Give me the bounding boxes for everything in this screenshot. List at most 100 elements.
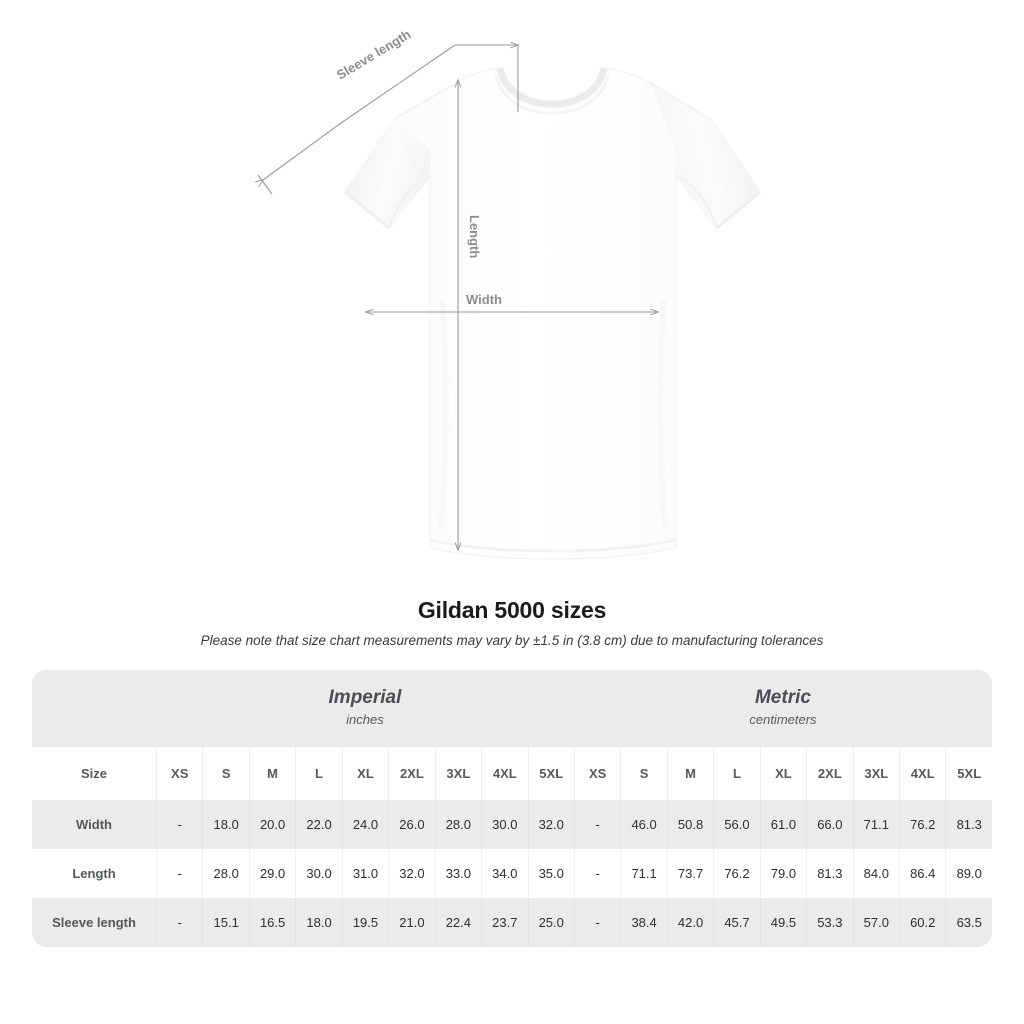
measurement-cell: 25.0 <box>527 898 574 947</box>
measurement-cell: 56.0 <box>713 800 760 849</box>
measurement-cell: 79.0 <box>759 849 807 898</box>
size-column-header: L <box>295 747 342 800</box>
measurement-cell: 18.0 <box>295 898 342 947</box>
tshirt-bottom-hem <box>429 538 677 553</box>
measurement-cell: 42.0 <box>666 898 714 947</box>
measurement-cell: 57.0 <box>852 898 899 947</box>
size-header-label: Size <box>32 747 156 800</box>
size-chart-head: Imperial inches Metric centimeters Size XS S… <box>32 670 992 800</box>
tshirt-right-armhole <box>675 175 718 229</box>
measurement-row-label: Width <box>32 800 156 849</box>
system-unit: centimeters <box>749 712 817 727</box>
table-row: Width -18.0 20.0 22.0 24.0 26.0 28.0 30.0 32.0-4… <box>32 800 992 849</box>
tshirt-right-sleeve <box>650 83 760 228</box>
measurement-cell: 45.7 <box>713 898 760 947</box>
system-row-corner <box>32 670 156 747</box>
measurement-cell: 23.7 <box>481 898 528 947</box>
measurement-cell: 53.3 <box>806 898 853 947</box>
measurement-row-label: Sleeve length <box>32 898 156 947</box>
system-name: Imperial <box>328 687 402 708</box>
measurement-cell: 50.8 <box>666 800 714 849</box>
measurement-cell: - <box>156 800 203 849</box>
measurement-cell: 18.0 <box>202 800 249 849</box>
measurement-cell: 71.1 <box>620 849 667 898</box>
system-header-metric: Metric centimeters <box>573 670 992 747</box>
size-column-header: 4XL <box>899 747 946 800</box>
measurement-cell: 46.0 <box>620 800 667 849</box>
measurement-cell: 26.0 <box>388 800 435 849</box>
measurement-cell: 76.2 <box>899 800 946 849</box>
table-row: Length -28.0 29.0 30.0 31.0 32.0 33.0 34.0 35.0-… <box>32 849 992 898</box>
size-column-header: 5XL <box>527 747 574 800</box>
measurement-cell: 66.0 <box>806 800 853 849</box>
length-label: Length <box>467 215 482 258</box>
measurement-cell: 32.0 <box>388 849 435 898</box>
tshirt-left-armhole <box>388 175 431 229</box>
measurement-cell: 21.0 <box>388 898 435 947</box>
measurement-cell: 81.3 <box>806 849 853 898</box>
measurement-cell: 63.5 <box>945 898 992 947</box>
measurement-cell: 60.2 <box>899 898 946 947</box>
measurement-cell: 30.0 <box>481 800 528 849</box>
tshirt-garment-shape <box>344 67 761 560</box>
measurement-cell: 76.2 <box>713 849 760 898</box>
tshirt-collar <box>496 67 608 108</box>
measurement-cell: 71.1 <box>852 800 899 849</box>
size-column-header: XL <box>759 747 807 800</box>
tshirt-left-shoulder-seam <box>393 81 459 120</box>
measurement-cell: 28.0 <box>202 849 249 898</box>
width-label: Width <box>466 292 502 307</box>
size-chart-body: Width -18.0 20.0 22.0 24.0 26.0 28.0 30.0 32.0-4… <box>32 800 992 947</box>
measurement-system-row: Imperial inches Metric centimeters <box>32 670 992 747</box>
measurement-cell: 35.0 <box>527 849 574 898</box>
size-column-header: M <box>666 747 714 800</box>
measurement-cell: 22.0 <box>295 800 342 849</box>
tshirt-fold-left <box>438 299 449 531</box>
measurement-cell: 61.0 <box>759 800 807 849</box>
measurement-cell: 84.0 <box>852 849 899 898</box>
size-column-header: S <box>620 747 667 800</box>
measurement-cell: - <box>573 849 621 898</box>
tshirt-left-sleeve <box>345 119 430 228</box>
measurement-cell: 32.0 <box>527 800 574 849</box>
size-column-header: 5XL <box>945 747 992 800</box>
title-block: Gildan 5000 sizes Please note that size … <box>0 595 1024 649</box>
sleeve-length-label: Sleeve length <box>334 27 414 83</box>
table-row: Sleeve length -15.1 16.5 18.0 19.5 21.0 22.4 23… <box>32 898 992 947</box>
tshirt-measurement-diagram: Sleeve length Length Width <box>255 27 761 560</box>
measurement-cell: - <box>156 898 203 947</box>
system-name: Metric <box>754 687 811 708</box>
measurement-cell: 31.0 <box>341 849 389 898</box>
measurement-annotations <box>255 41 660 552</box>
size-column-header: M <box>248 747 296 800</box>
measurement-cell: 19.5 <box>341 898 389 947</box>
size-column-header: XL <box>341 747 389 800</box>
measurement-cell: 34.0 <box>481 849 528 898</box>
measurement-cell: 38.4 <box>620 898 667 947</box>
measurement-cell: 49.5 <box>759 898 807 947</box>
size-column-header: 3XL <box>852 747 899 800</box>
size-column-header: 2XL <box>806 747 853 800</box>
sleeve-diagonal-line <box>255 44 456 188</box>
size-chart-table: Imperial inches Metric centimeters Size XS S… <box>32 670 992 947</box>
measurement-row-label: Length <box>32 849 156 898</box>
system-unit: inches <box>346 712 384 727</box>
size-column-header: L <box>713 747 760 800</box>
tshirt-left-sleeve-hem <box>344 190 390 230</box>
tshirt-right-sleeve-hem <box>716 190 761 230</box>
measurement-cell: 73.7 <box>666 849 714 898</box>
measurement-cell: 81.3 <box>945 800 992 849</box>
measurement-cell: 28.0 <box>434 800 482 849</box>
measurement-cell: 16.5 <box>248 898 296 947</box>
measurement-cell: 29.0 <box>248 849 296 898</box>
measurement-cell: 20.0 <box>248 800 296 849</box>
measurement-cell: 15.1 <box>202 898 249 947</box>
sleeve-length-dimension <box>255 41 520 195</box>
tshirt-fold-right <box>657 299 668 531</box>
measurement-cell: - <box>573 898 621 947</box>
page-title: Gildan 5000 sizes <box>417 597 607 623</box>
tolerance-note: Please note that size chart measurements… <box>200 633 824 648</box>
size-column-header: XS <box>573 747 621 800</box>
measurement-cell: - <box>156 849 203 898</box>
size-column-header: 2XL <box>388 747 435 800</box>
